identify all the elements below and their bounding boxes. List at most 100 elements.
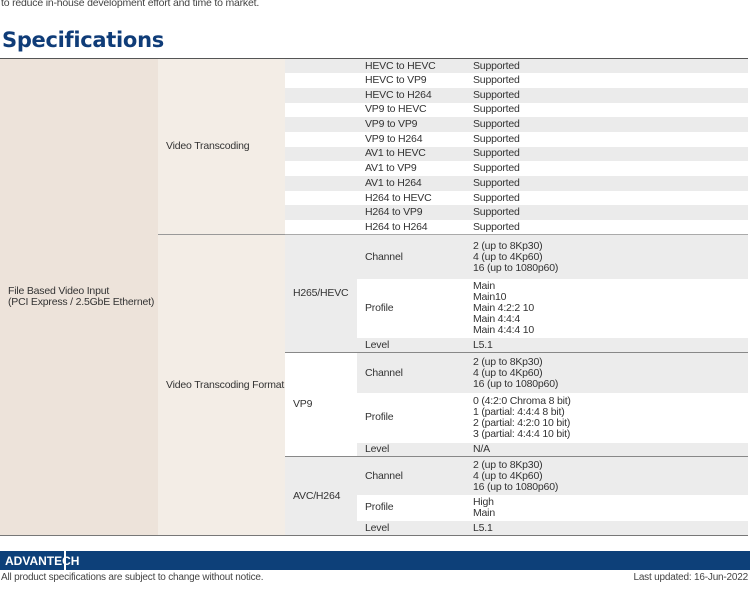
- item-label: VP9 to VP9: [357, 117, 465, 132]
- item-value: Supported: [465, 161, 748, 176]
- item-label: HEVC to H264: [357, 87, 465, 103]
- codec-label: H265/HEVC: [285, 234, 357, 353]
- item-value: 2 (up to 8Kp30) 4 (up to 4Kp60) 16 (up to …: [465, 234, 748, 279]
- item-value: 0 (4:2:0 Chroma 8 bit) 1 (partial: 4:4:4 …: [465, 392, 748, 443]
- value-line: N/A: [473, 443, 490, 455]
- table-row: Video Transcoding Format H265/HEVC Channel…: [0, 234, 748, 536]
- table-row: VP9 Channel 2 (up to 8Kp30) 4 (up to 4Kp60)…: [0, 352, 748, 457]
- item-label: Profile: [357, 278, 465, 338]
- item-value: Supported: [465, 205, 748, 221]
- table-row: Profile 0 (4:2:0 Chroma 8 bit) 1 (partial:…: [0, 392, 748, 443]
- item-value: Supported: [465, 87, 748, 103]
- value-line: 1 (partial: 4:4:4 8 bit): [473, 405, 565, 418]
- value-line: L5.1: [473, 338, 493, 351]
- value-line: 0 (4:2:0 Chroma 8 bit): [473, 394, 571, 407]
- table-row: H264 to VP9 Supported: [0, 205, 748, 221]
- item-label: VP9 to H264: [357, 131, 465, 147]
- table-row: HEVC to H264 Supported: [0, 87, 748, 103]
- item-value: Supported: [465, 220, 748, 235]
- item-value: 2 (up to 8Kp30) 4 (up to 4Kp60) 16 (up to …: [465, 456, 748, 495]
- item-label: Channel: [357, 352, 465, 393]
- table-row: H264 to H264 Supported: [0, 220, 748, 235]
- item-label: Profile: [357, 392, 465, 443]
- intro-text: to reduce in-house development effort an…: [1, 0, 260, 9]
- item-value: 2 (up to 8Kp30) 4 (up to 4Kp60) 16 (up to …: [465, 352, 748, 393]
- item-label: Level: [357, 442, 465, 457]
- last-updated: Last updated: 16-Jun-2022: [633, 572, 748, 583]
- value-line: 2 (up to 8Kp30): [473, 458, 543, 471]
- value-line: 16 (up to 1080p60): [473, 261, 559, 274]
- item-value: Supported: [465, 190, 748, 206]
- table-row: Level N/A: [0, 442, 748, 457]
- item-label: HEVC to VP9: [357, 73, 465, 88]
- table-row: Profile High Main: [0, 494, 748, 521]
- item-label: AV1 to HEVC: [357, 146, 465, 162]
- section-label: Video Transcoding: [158, 58, 285, 235]
- item-value: Supported: [465, 58, 748, 74]
- item-label: VP9 to HEVC: [357, 102, 465, 118]
- footer-bar: ADVANTECH: [0, 551, 750, 570]
- value-line: 4 (up to 4Kp60): [473, 250, 543, 263]
- table-row: AV1 to H264 Supported: [0, 176, 748, 191]
- value-line: Main 4:4:4: [473, 312, 521, 325]
- codec-label: VP9: [285, 352, 357, 457]
- item-label: Profile: [357, 494, 465, 521]
- value-line: Main: [473, 279, 495, 292]
- value-line: 3 (partial: 4:4:4 10 bit): [473, 427, 571, 440]
- value-line: Main 4:4:4 10: [473, 323, 535, 336]
- table-row: Level L5.1: [0, 520, 748, 536]
- item-label: Channel: [357, 234, 465, 279]
- value-line: Main: [473, 506, 495, 519]
- footer-notice: All product specifications are subject t…: [1, 572, 264, 583]
- table-row: File Based Video Input (PCI Express / 2.5…: [0, 58, 748, 536]
- value-line: 2 (up to 8Kp30): [473, 239, 543, 252]
- item-value: Supported: [465, 176, 748, 191]
- advantech-logo: ADVANTECH: [0, 551, 79, 570]
- table-row: Profile Main Main10 Main 4:2:2 10 Main 4:4:4…: [0, 278, 748, 338]
- item-label: AV1 to VP9: [357, 161, 465, 176]
- item-label: Channel: [357, 456, 465, 495]
- value-line: 16 (up to 1080p60): [473, 377, 559, 390]
- table-row: VP9 to H264 Supported: [0, 131, 748, 147]
- item-value: Supported: [465, 73, 748, 88]
- codec-label: AVC/H264: [285, 456, 357, 536]
- category-cell: File Based Video Input (PCI Express / 2.5…: [0, 58, 158, 536]
- item-value: L5.1: [465, 337, 748, 353]
- item-value: L5.1: [465, 520, 748, 536]
- table-row: H264 to HEVC Supported: [0, 190, 748, 206]
- value-line: Main10: [473, 290, 507, 303]
- item-value: Supported: [465, 117, 748, 132]
- spec-table: File Based Video Input (PCI Express / 2.5…: [0, 58, 748, 537]
- item-value: Supported: [465, 102, 748, 118]
- item-label: Level: [357, 337, 465, 353]
- category-line: File Based Video Input: [8, 285, 110, 298]
- table-row: VP9 to VP9 Supported: [0, 117, 748, 132]
- value-line: 4 (up to 4Kp60): [473, 366, 543, 379]
- category-line: (PCI Express / 2.5GbE Ethernet): [8, 296, 155, 309]
- item-label: HEVC to HEVC: [357, 58, 465, 74]
- value-line: Main 4:2:2 10: [473, 301, 535, 314]
- item-label: H264 to H264: [357, 220, 465, 235]
- item-value: Supported: [465, 146, 748, 162]
- table-row: HEVC to VP9 Supported: [0, 73, 748, 88]
- item-value: Main Main10 Main 4:2:2 10 Main 4:4:4 Main 4:…: [465, 278, 748, 338]
- value-line: 4 (up to 4Kp60): [473, 469, 543, 482]
- item-label: H264 to HEVC: [357, 190, 465, 206]
- table-row: AV1 to HEVC Supported: [0, 146, 748, 162]
- value-line: 16 (up to 1080p60): [473, 480, 559, 493]
- table-row: AV1 to VP9 Supported: [0, 161, 748, 176]
- value-line: High: [473, 495, 494, 508]
- item-value: N/A: [465, 442, 748, 457]
- item-label: AV1 to H264: [357, 176, 465, 191]
- table-row: VP9 to HEVC Supported: [0, 102, 748, 118]
- table-row: AVC/H264 Channel 2 (up to 8Kp30) 4 (up to 4…: [0, 456, 748, 536]
- item-label: Level: [357, 520, 465, 536]
- value-line: L5.1: [473, 521, 493, 534]
- value-line: 2 (partial: 4:2:0 10 bit): [473, 416, 571, 429]
- section-label: Video Transcoding Format: [158, 234, 285, 536]
- page-title: Specifications: [2, 28, 164, 52]
- table-row: Level L5.1: [0, 337, 748, 353]
- item-label: H264 to VP9: [357, 205, 465, 221]
- item-value: Supported: [465, 131, 748, 147]
- item-value: High Main: [465, 494, 748, 521]
